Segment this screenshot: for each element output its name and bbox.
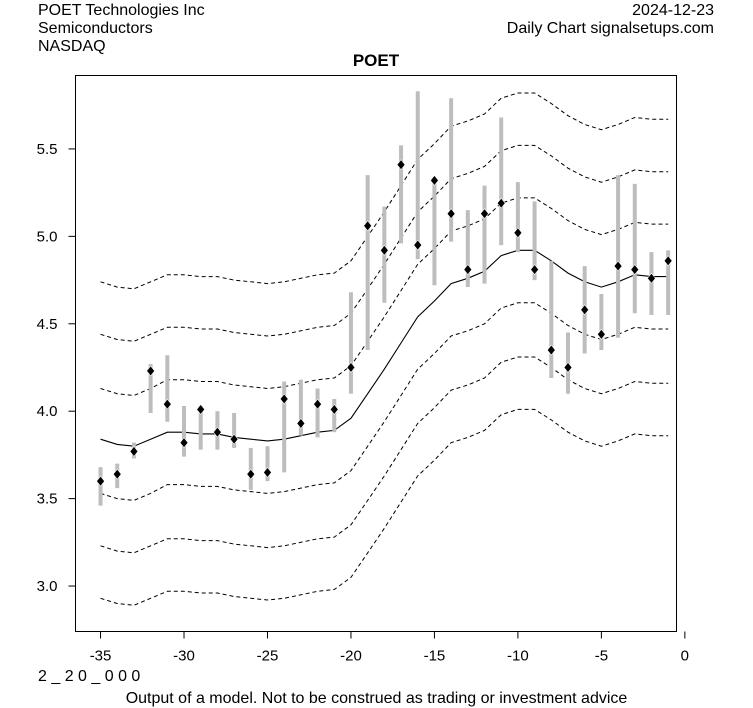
close-marker bbox=[480, 208, 489, 220]
close-marker bbox=[346, 362, 356, 373]
close-marker bbox=[580, 304, 590, 316]
close-marker bbox=[496, 197, 506, 209]
y-tick-label: 4.5 bbox=[37, 316, 58, 333]
close-marker bbox=[647, 272, 656, 284]
exchange-label: NASDAQ bbox=[38, 38, 106, 55]
close-marker bbox=[296, 417, 306, 429]
disclaimer: Output of a model. Not to be construed a… bbox=[125, 690, 628, 707]
x-tick-label: -15 bbox=[424, 648, 446, 665]
close-marker bbox=[146, 365, 156, 377]
chart-title: POET bbox=[353, 51, 400, 70]
band-line-lower1 bbox=[100, 302, 669, 501]
x-tick-label: -10 bbox=[507, 648, 529, 665]
close-marker bbox=[396, 159, 406, 171]
close-marker bbox=[513, 227, 523, 239]
company-name: POET Technologies Inc bbox=[38, 2, 205, 19]
model-code: 2 _ 2 0 _ 0 0 0 bbox=[38, 668, 141, 685]
close-marker bbox=[530, 264, 539, 276]
close-marker bbox=[546, 344, 556, 356]
close-marker bbox=[129, 445, 139, 457]
close-marker bbox=[630, 264, 640, 276]
close-marker bbox=[379, 244, 389, 256]
x-tick-label: -20 bbox=[340, 648, 362, 665]
x-tick-label: -5 bbox=[595, 648, 608, 665]
close-marker bbox=[430, 174, 439, 186]
close-marker bbox=[313, 398, 322, 410]
close-marker bbox=[663, 255, 673, 267]
x-tick-label: -35 bbox=[90, 648, 112, 665]
y-tick-label: 5.0 bbox=[37, 228, 58, 245]
close-marker bbox=[246, 468, 256, 480]
chart-source: Daily Chart signalsetups.com bbox=[506, 20, 714, 37]
close-marker bbox=[613, 260, 623, 272]
close-marker bbox=[596, 328, 606, 340]
close-marker bbox=[363, 220, 373, 232]
close-marker bbox=[96, 475, 105, 487]
close-marker bbox=[263, 466, 272, 478]
close-marker bbox=[279, 393, 289, 405]
y-tick-label: 4.0 bbox=[37, 403, 58, 420]
close-marker bbox=[413, 239, 423, 251]
close-marker bbox=[563, 362, 573, 373]
close-marker bbox=[179, 437, 189, 449]
close-marker bbox=[446, 208, 456, 220]
close-marker bbox=[213, 426, 222, 438]
y-tick-label: 5.5 bbox=[37, 141, 58, 158]
band-line-center bbox=[100, 249, 669, 447]
close-marker bbox=[329, 403, 339, 415]
sector-label: Semiconductors bbox=[38, 20, 153, 37]
x-tick-label: 0 bbox=[681, 648, 689, 665]
chart-date: 2024-12-23 bbox=[632, 2, 714, 19]
close-marker bbox=[463, 264, 473, 276]
close-marker bbox=[162, 398, 172, 410]
y-tick-label: 3.0 bbox=[37, 578, 58, 595]
close-marker bbox=[112, 468, 122, 480]
x-tick-label: -30 bbox=[173, 648, 195, 665]
y-tick-label: 3.5 bbox=[37, 491, 58, 508]
plot-frame bbox=[75, 75, 677, 632]
x-tick-label: -25 bbox=[257, 648, 279, 665]
close-marker bbox=[229, 433, 239, 445]
band-line-lower2 bbox=[100, 356, 669, 554]
band-line-upper1 bbox=[100, 197, 669, 397]
close-marker bbox=[196, 403, 206, 415]
band-line-lower3 bbox=[100, 408, 669, 606]
